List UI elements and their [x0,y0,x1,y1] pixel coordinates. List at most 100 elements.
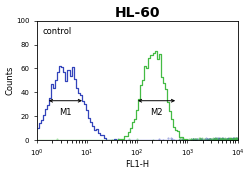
Point [228,138,232,141]
Point [211,138,215,140]
Point [216,138,220,141]
Point [191,138,195,140]
Point [221,138,225,141]
Point [232,138,236,141]
Point [228,138,232,141]
Point [169,137,173,140]
Point [234,138,238,141]
Point [233,138,237,141]
Point [233,138,237,141]
Point [226,137,230,140]
Point [228,138,232,141]
Point [226,138,230,141]
Point [222,138,226,140]
Point [220,138,224,141]
Point [218,137,222,140]
Point [214,138,218,141]
Point [234,137,238,140]
Point [229,138,233,141]
Point [178,137,182,140]
Point [229,137,233,140]
Point [229,138,233,141]
Text: control: control [43,27,72,36]
Point [230,138,234,141]
Point [212,138,216,140]
Point [224,137,228,140]
Point [205,138,209,141]
Point [198,137,202,140]
Point [234,138,238,140]
Point [212,138,216,141]
Point [224,138,228,141]
Point [214,138,218,141]
Point [234,138,238,141]
Y-axis label: Counts: Counts [6,66,15,95]
Point [208,138,212,141]
Point [216,138,220,141]
Point [217,138,221,141]
Point [232,137,236,140]
Point [231,138,235,141]
Point [220,137,224,140]
Point [226,137,230,140]
Point [181,137,185,140]
Point [232,138,236,141]
Point [193,137,197,140]
Point [220,138,224,141]
Point [231,138,235,141]
Point [196,139,200,141]
Point [235,138,239,141]
Point [226,138,230,141]
Point [180,138,184,141]
Point [218,138,222,141]
Point [198,138,202,141]
Point [231,138,235,141]
Point [170,138,174,141]
Point [220,137,224,140]
Point [193,138,197,141]
Point [235,138,239,141]
Point [234,138,237,140]
Point [233,138,237,141]
Point [189,138,193,141]
Point [214,138,218,141]
Point [205,138,209,141]
Point [214,137,218,140]
Point [228,138,232,140]
Point [231,138,235,141]
Point [227,137,231,140]
Point [234,138,238,140]
Point [208,138,212,141]
Point [234,138,237,140]
Point [229,138,233,141]
Point [192,138,196,141]
Point [185,139,189,141]
Point [224,139,228,141]
Point [221,138,225,141]
Point [224,138,228,140]
Point [206,138,210,141]
Point [228,138,232,141]
Point [197,138,201,141]
Point [192,137,196,140]
Point [225,138,229,141]
Point [232,139,236,141]
Point [198,138,202,141]
Point [227,138,231,141]
Point [234,138,238,141]
Point [203,137,207,140]
Point [218,138,222,141]
Point [220,137,224,140]
Point [161,138,165,141]
Point [223,138,227,141]
Point [223,137,227,140]
Point [199,138,203,140]
Point [233,138,237,141]
Point [235,137,239,140]
Point [217,138,221,141]
Point [212,137,216,140]
Point [235,138,239,141]
Point [232,138,236,141]
Point [228,138,232,141]
Point [228,138,232,141]
